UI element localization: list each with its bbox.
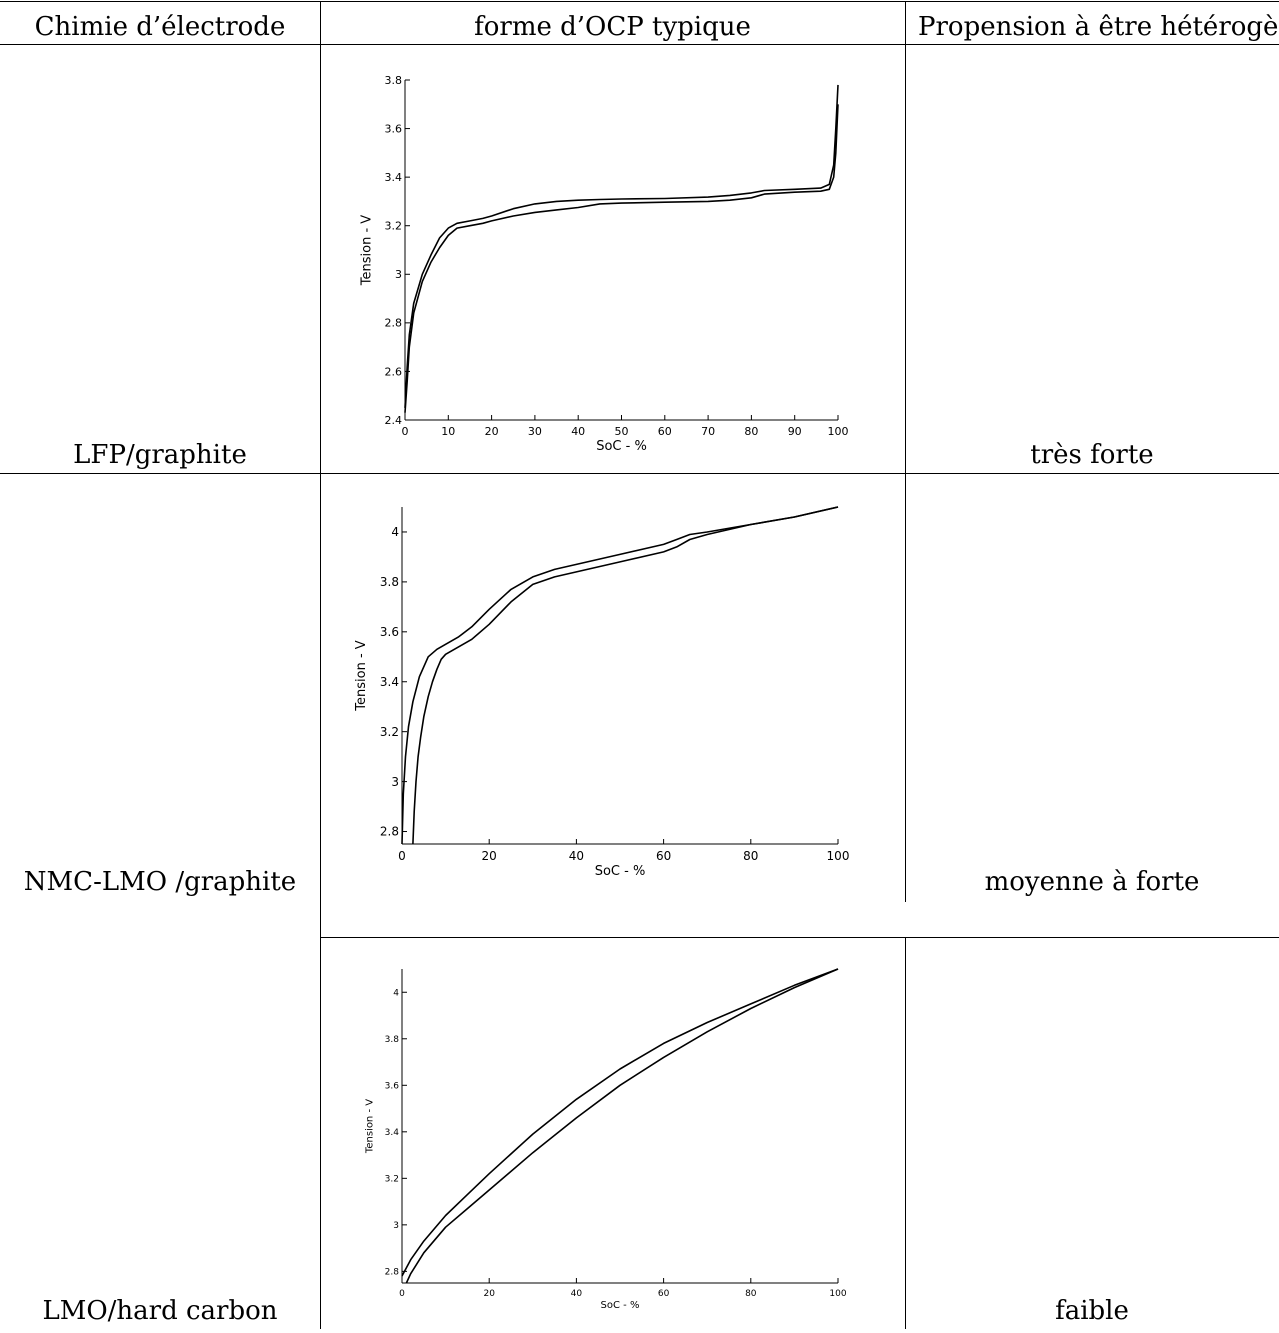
y-tick-label: 3.2 xyxy=(385,1174,399,1184)
header-ocp-shape: forme d’OCP typique xyxy=(474,12,751,42)
x-axis-label: SoC - % xyxy=(596,439,647,454)
y-tick-label: 3 xyxy=(395,268,402,281)
x-tick-label: 40 xyxy=(571,1289,583,1299)
y-tick-label: 2.8 xyxy=(385,317,403,330)
ocp-curve-upper xyxy=(404,84,839,408)
y-tick-label: 3.6 xyxy=(385,1081,400,1091)
x-tick-label: 0 xyxy=(398,849,406,863)
y-axis-label: Tension - V xyxy=(354,640,369,712)
x-tick-label: 30 xyxy=(528,425,542,438)
x-tick-label: 40 xyxy=(571,425,585,438)
x-tick-label: 20 xyxy=(482,849,497,863)
y-tick-label: 3.4 xyxy=(385,171,403,184)
x-tick-label: 100 xyxy=(828,425,849,438)
y-axis-label: Tension - V xyxy=(365,1099,376,1154)
x-tick-label: 20 xyxy=(483,1289,495,1299)
x-tick-label: 60 xyxy=(658,425,672,438)
y-tick-label: 3.4 xyxy=(385,1128,400,1138)
y-axis-label: Tension - V xyxy=(359,215,374,287)
x-tick-label: 50 xyxy=(615,425,629,438)
x-tick-label: 10 xyxy=(441,425,455,438)
row2-chemistry: NMC-LMO /graphite xyxy=(23,867,297,897)
row3-propensity: faible xyxy=(1055,1296,1129,1326)
y-tick-label: 3.6 xyxy=(380,625,399,639)
ocp-curve-upper xyxy=(401,968,839,1277)
x-tick-label: 80 xyxy=(745,1289,757,1299)
y-tick-label: 3 xyxy=(391,775,399,789)
y-tick-label: 3 xyxy=(393,1221,399,1231)
header-chemistry: Chimie d’électrode xyxy=(34,12,286,42)
x-tick-label: 80 xyxy=(744,425,758,438)
x-tick-label: 60 xyxy=(658,1289,670,1299)
col-divider-2a xyxy=(905,1,906,902)
x-tick-label: 0 xyxy=(399,1289,405,1299)
ocp-curve-lower xyxy=(412,506,839,845)
ocp-plot-lfp: 0 10 20 30 40 50 60 70 80 90 100 2.4 2.6 2.8 3 3.2 3.4 3.… xyxy=(350,66,850,466)
row1-bottom-rule xyxy=(0,473,1279,474)
col-divider-2b xyxy=(905,937,906,1329)
row3-chemistry: LMO/hard carbon xyxy=(42,1296,278,1326)
header-bottom-rule xyxy=(0,44,1279,45)
y-tick-label: 3.8 xyxy=(385,74,403,87)
x-tick-label: 90 xyxy=(788,425,802,438)
table-top-rule xyxy=(0,1,1279,2)
ocp-curve-lower xyxy=(404,104,839,413)
x-tick-label: 100 xyxy=(827,849,850,863)
y-tick-label: 3.6 xyxy=(385,122,403,135)
y-tick-label: 3.2 xyxy=(385,220,403,233)
ocp-curve-lower xyxy=(405,968,839,1284)
row1-chemistry: LFP/graphite xyxy=(73,440,247,470)
y-tick-label: 3.2 xyxy=(380,725,399,739)
y-tick-label: 3.8 xyxy=(385,1035,400,1045)
y-tick-label: 2.8 xyxy=(380,825,399,839)
x-tick-label: 40 xyxy=(569,849,584,863)
row1-propensity: très forte xyxy=(1030,440,1154,470)
ocp-curve-upper xyxy=(401,506,839,845)
x-axis-label: SoC - % xyxy=(601,1300,640,1311)
col-divider-1 xyxy=(320,1,321,1329)
x-tick-label: 60 xyxy=(656,849,671,863)
y-tick-label: 4 xyxy=(391,525,399,539)
header-propensity: Propension à être hétérogèn xyxy=(918,12,1279,42)
ocp-plot-nmc-lmo: 0 20 40 60 80 100 2.8 3 3.2 3.4 3.6 3.8 4 SoC - % Tens… xyxy=(350,494,850,894)
y-tick-label: 2.8 xyxy=(385,1268,400,1278)
y-tick-label: 3.4 xyxy=(380,675,399,689)
row2-propensity: moyenne à forte xyxy=(984,867,1200,897)
y-tick-label: 4 xyxy=(393,988,399,998)
y-tick-label: 2.6 xyxy=(385,365,403,378)
ocp-plot-lmo-hard-carbon: 0 20 40 60 80 100 2.8 3 3.2 3.4 3.6 3.8 4 SoC - % Tens… xyxy=(350,957,850,1329)
y-tick-label: 3.8 xyxy=(380,575,399,589)
y-tick-label: 2.4 xyxy=(385,414,403,427)
x-tick-label: 70 xyxy=(701,425,715,438)
x-axis-label: SoC - % xyxy=(595,864,646,879)
x-tick-label: 0 xyxy=(402,425,409,438)
row2-bottom-rule xyxy=(320,937,1279,938)
x-tick-label: 80 xyxy=(743,849,758,863)
x-tick-label: 20 xyxy=(485,425,499,438)
x-tick-label: 100 xyxy=(829,1289,846,1299)
